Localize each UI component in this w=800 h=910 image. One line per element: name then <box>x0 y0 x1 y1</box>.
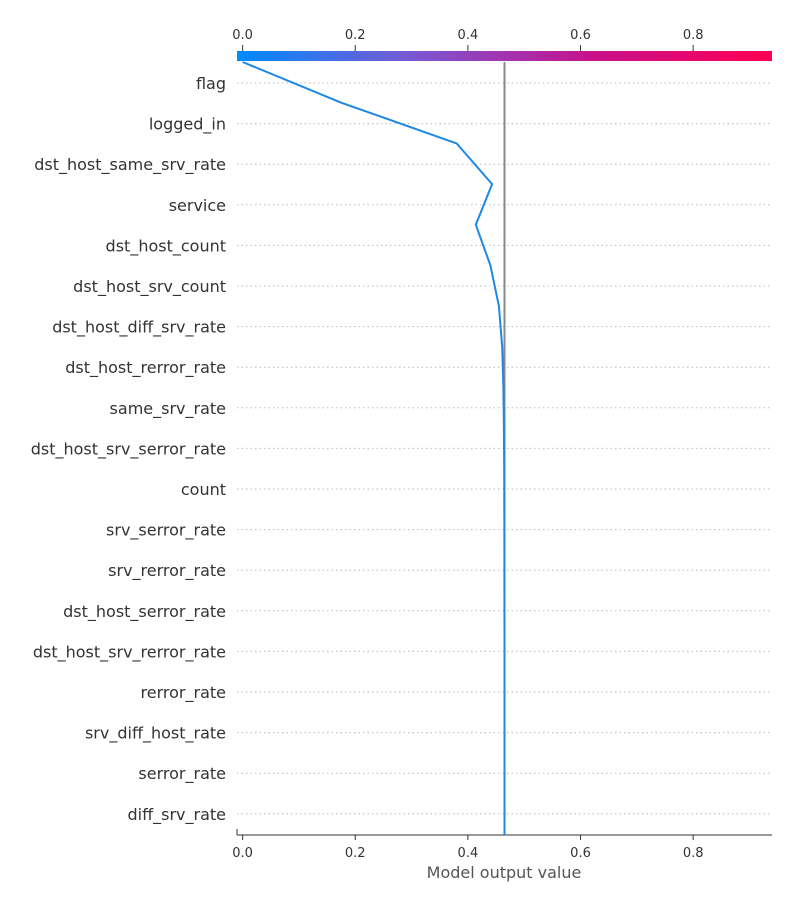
feature-label: flag <box>196 74 226 93</box>
colorbar <box>237 51 772 61</box>
feature-label: srv_rerror_rate <box>108 561 226 581</box>
bottom-tick-label: 0.0 <box>232 846 253 861</box>
grid-lines <box>237 82 772 815</box>
feature-label: srv_serror_rate <box>106 521 226 541</box>
feature-label: dst_host_count <box>106 236 226 256</box>
feature-label: rerror_rate <box>141 683 226 703</box>
feature-label: dst_host_srv_count <box>73 277 226 297</box>
top-tick-label: 0.4 <box>458 28 479 43</box>
bottom-tick-label: 0.6 <box>570 846 591 861</box>
top-tick-label: 0.2 <box>345 28 366 43</box>
feature-label: srv_diff_host_rate <box>85 724 226 744</box>
feature-label: dst_host_same_srv_rate <box>34 155 226 175</box>
decision-path-line <box>242 61 506 835</box>
axes: 0.0 0.2 0.4 0.6 0.8 0.0 0.2 0.4 0.6 0.8 <box>232 28 772 861</box>
feature-label: dst_host_srv_rerror_rate <box>33 642 226 662</box>
feature-label: serror_rate <box>138 764 226 784</box>
x-axis-title: Model output value <box>427 863 582 882</box>
bottom-tick-label: 0.2 <box>345 846 366 861</box>
top-tick-label: 0.6 <box>570 28 591 43</box>
top-tick-label: 0.0 <box>232 28 253 43</box>
top-tick-label: 0.8 <box>683 28 704 43</box>
series-layer <box>242 61 506 835</box>
bottom-tick-label: 0.4 <box>458 846 479 861</box>
feature-label: same_srv_rate <box>110 399 226 419</box>
feature-label: dst_host_diff_srv_rate <box>52 318 226 338</box>
feature-label: logged_in <box>149 115 226 135</box>
feature-label: dst_host_srv_serror_rate <box>31 439 226 459</box>
feature-label: count <box>181 480 226 499</box>
feature-label: dst_host_serror_rate <box>63 602 226 622</box>
feature-label: diff_srv_rate <box>127 805 226 825</box>
feature-label: service <box>169 196 226 215</box>
feature-labels: flag logged_in dst_host_same_srv_rateservi… <box>31 74 226 825</box>
bottom-tick-label: 0.8 <box>683 846 704 861</box>
feature-label: dst_host_rerror_rate <box>65 358 226 378</box>
